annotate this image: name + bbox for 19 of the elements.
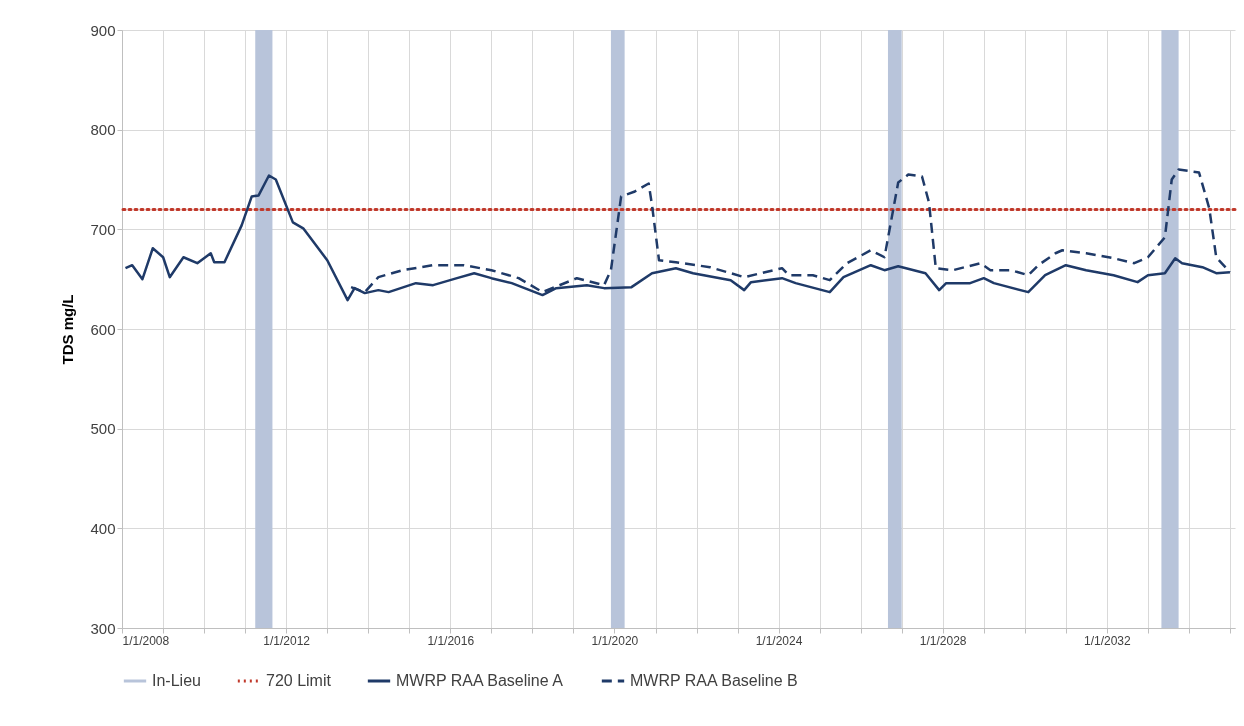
x-tick-label: 1/1/2032 — [1083, 633, 1131, 648]
y-tick-label: 600 — [90, 320, 116, 338]
x-tick-label: 1/1/2012 — [263, 633, 311, 648]
legend-label: MWRP RAA Baseline B — [630, 672, 798, 689]
y-tick-label: 500 — [90, 420, 116, 438]
y-tick-label: 700 — [90, 220, 116, 238]
y-tick-label: 300 — [90, 619, 116, 637]
legend-label: MWRP RAA Baseline A — [396, 672, 564, 689]
x-tick-label: 1/1/2008 — [122, 633, 170, 648]
x-tick-label: 1/1/2020 — [591, 633, 639, 648]
y-tick-label: 800 — [90, 121, 116, 139]
y-tick-label: 400 — [90, 519, 116, 537]
x-tick-label: 1/1/2016 — [427, 633, 475, 648]
x-tick-label: 1/1/2024 — [755, 633, 803, 648]
legend-label: In-Lieu — [152, 672, 201, 689]
legend-label: 720 Limit — [266, 672, 332, 689]
y-tick-label: 900 — [90, 21, 116, 39]
y-axis-title: TDS mg/L — [59, 294, 77, 365]
x-tick-label: 1/1/2028 — [919, 633, 967, 648]
